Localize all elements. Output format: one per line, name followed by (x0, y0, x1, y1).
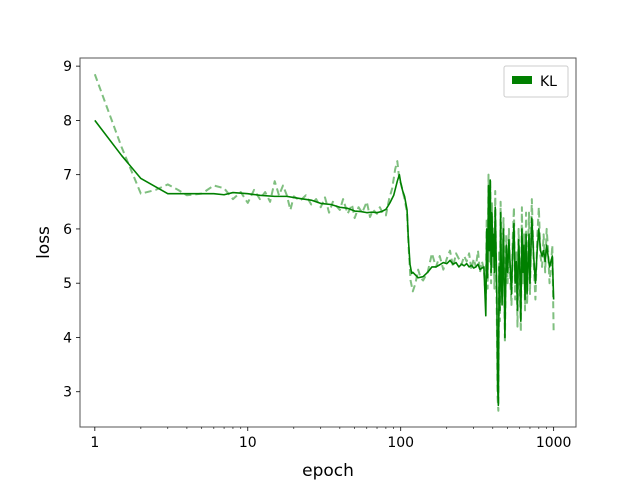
x-axis-ticks: 1 10 100 1000 (90, 427, 571, 451)
x-tick-label: 1 (90, 435, 99, 451)
legend-box (503, 65, 569, 98)
plot-frame (79, 57, 577, 428)
x-tick-label: 100 (387, 435, 414, 451)
y-tick-label: 5 (63, 276, 72, 292)
legend: KL (503, 65, 569, 98)
y-tick-label: 3 (63, 385, 72, 401)
x-tick-label: 10 (239, 435, 257, 451)
y-axis-ticks: 3 4 5 6 7 8 9 (63, 59, 80, 401)
y-tick-label: 4 (63, 330, 72, 346)
series-line-raw (93, 73, 555, 412)
legend-swatch-kl (512, 76, 532, 84)
x-tick-label: 1000 (536, 435, 572, 451)
legend-label-kl: KL (540, 74, 557, 90)
plot-lines (93, 73, 555, 412)
y-tick-label: 8 (63, 113, 72, 129)
y-tick-label: 6 (63, 222, 72, 238)
y-tick-label: 7 (63, 168, 72, 184)
series-line-kl (94, 119, 555, 407)
y-tick-label: 9 (63, 59, 72, 75)
x-axis-label: epoch (302, 461, 354, 480)
y-axis-label: loss (34, 226, 54, 259)
